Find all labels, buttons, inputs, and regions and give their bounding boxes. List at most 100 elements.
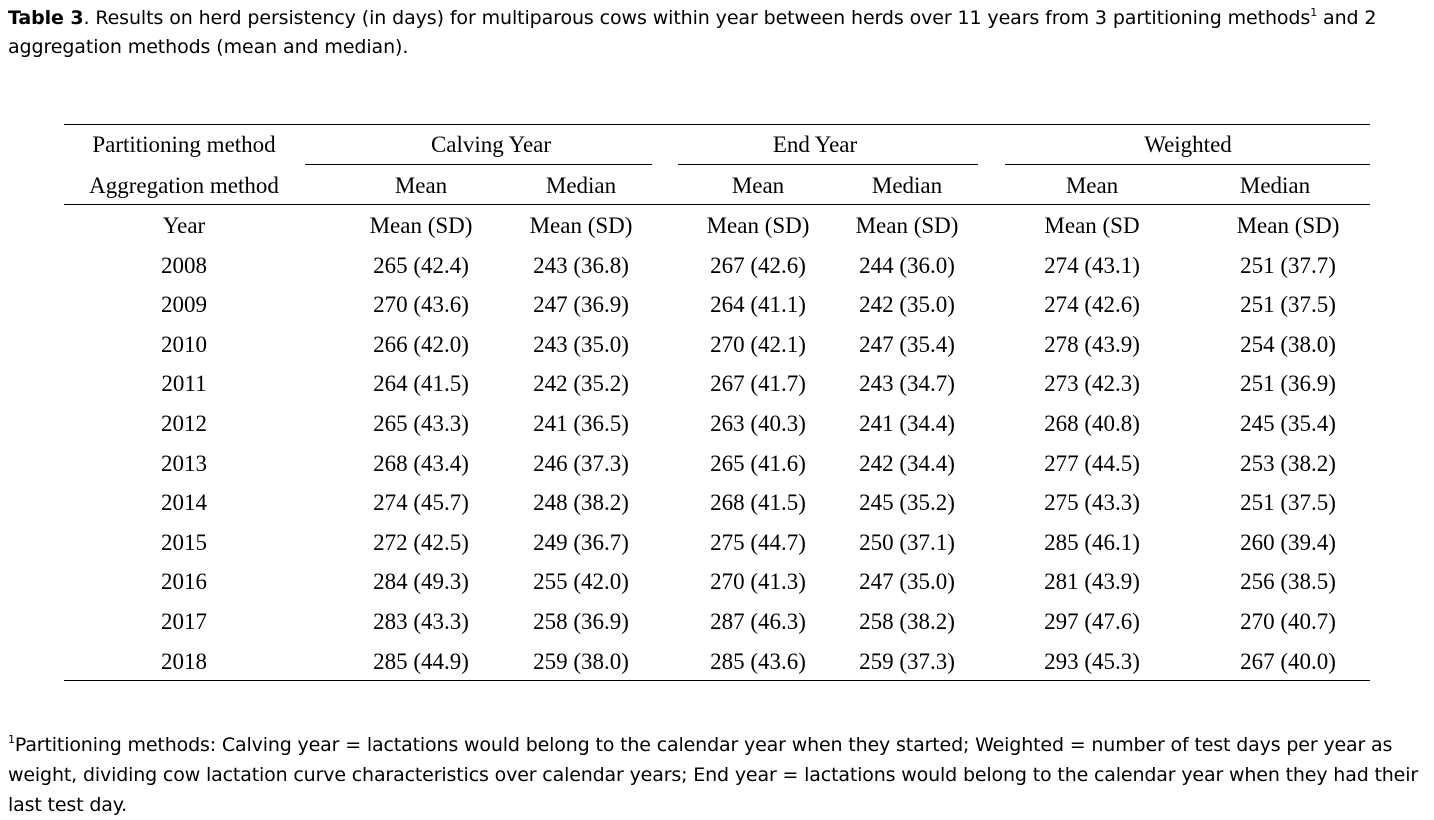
stat-header: Mean (SD) [1236,213,1340,238]
value-cell: 241 (36.5) [533,411,629,436]
value-cell: 283 (43.3) [373,609,469,634]
value-cell: 263 (40.3) [710,411,806,436]
agg-header: Median [871,173,943,198]
value-cell: 243 (34.7) [859,371,955,396]
year-cell: 2013 [161,451,207,476]
table-caption: Table 3. Results on herd persistency (in… [8,4,1432,62]
agg-header: Median [1239,173,1311,198]
value-cell: 245 (35.2) [859,490,955,515]
value-cell: 287 (46.3) [710,609,806,634]
value-cell: 247 (35.4) [859,332,955,357]
value-cell: 264 (41.1) [710,292,806,317]
value-cell: 251 (37.5) [1240,292,1336,317]
value-cell: 270 (42.1) [710,332,806,357]
weighted-underline [1005,164,1370,165]
agg-header: Mean [394,173,448,198]
value-cell: 267 (41.7) [710,371,806,396]
value-cell: 275 (44.7) [710,530,806,555]
value-cell: 265 (41.6) [710,451,806,476]
value-cell: 249 (36.7) [533,530,629,555]
footnote-text: Partitioning methods: Calving year = lac… [8,734,1419,816]
value-cell: 243 (36.8) [533,253,629,278]
value-cell: 251 (37.7) [1240,253,1336,278]
partitioning-method-label: Partitioning method [92,132,276,157]
value-cell: 270 (40.7) [1240,609,1336,634]
year-cell: 2011 [161,371,207,396]
value-cell: 253 (38.2) [1240,451,1336,476]
value-cell: 268 (40.8) [1044,411,1140,436]
year-cell: 2017 [161,609,207,634]
stat-header: Mean (SD) [855,213,959,238]
stat-header: Mean (SD) [529,213,633,238]
value-cell: 285 (44.9) [373,649,469,674]
value-cell: 244 (36.0) [859,253,955,278]
value-cell: 248 (38.2) [533,490,629,515]
value-cell: 247 (36.9) [533,292,629,317]
year-cell: 2008 [161,253,207,278]
value-cell: 250 (37.1) [859,530,955,555]
agg-header: Mean [1065,173,1119,198]
agg-header: Mean [731,173,785,198]
value-cell: 270 (41.3) [710,569,806,594]
value-cell: 260 (39.4) [1240,530,1336,555]
stat-header: Mean (SD [1044,213,1140,238]
caption-footnote-marker: 1 [1310,5,1318,19]
table-label: Table 3 [8,7,84,29]
value-cell: 258 (36.9) [533,609,629,634]
year-cell: 2016 [161,569,207,594]
year-cell: 2010 [161,332,207,357]
value-cell: 281 (43.9) [1044,569,1140,594]
agg-header: Median [545,173,617,198]
value-cell: 265 (43.3) [373,411,469,436]
value-cell: 264 (41.5) [373,371,469,396]
value-cell: 247 (35.0) [859,569,955,594]
table-bottom-rule [64,680,1370,681]
value-cell: 258 (38.2) [859,609,955,634]
value-cell: 246 (37.3) [533,451,629,476]
value-cell: 270 (43.6) [373,292,469,317]
value-cell: 267 (42.6) [710,253,806,278]
results-table: Partitioning method Calving Year End Yea… [64,124,1370,681]
value-cell: 265 (42.4) [373,253,469,278]
value-cell: 242 (35.2) [533,371,629,396]
value-cell: 267 (40.0) [1240,649,1336,674]
header-bottom-rule [64,204,1370,205]
stat-header: Mean (SD) [706,213,810,238]
value-cell: 284 (49.3) [373,569,469,594]
end-year-underline [678,164,978,165]
value-cell: 254 (38.0) [1240,332,1336,357]
group-header-weighted: Weighted [1144,132,1232,157]
group-header-end-year: End Year [772,132,858,157]
value-cell: 297 (47.6) [1044,609,1140,634]
year-header: Year [162,213,206,238]
caption-text-end: and 2 aggregation methods (mean and medi… [8,7,1377,58]
value-cell: 251 (36.9) [1240,371,1336,396]
table-top-rule [64,124,1370,125]
group-header-calving-year: Calving Year [430,132,552,157]
year-cell: 2009 [161,292,207,317]
value-cell: 293 (45.3) [1044,649,1140,674]
value-cell: 268 (41.5) [710,490,806,515]
value-cell: 278 (43.9) [1044,332,1140,357]
value-cell: 256 (38.5) [1240,569,1336,594]
value-cell: 259 (37.3) [859,649,955,674]
value-cell: 255 (42.0) [533,569,629,594]
year-cell: 2012 [161,411,207,436]
value-cell: 268 (43.4) [373,451,469,476]
value-cell: 259 (38.0) [533,649,629,674]
calving-year-underline [305,164,652,165]
value-cell: 274 (45.7) [373,490,469,515]
value-cell: 285 (43.6) [710,649,806,674]
value-cell: 242 (35.0) [859,292,955,317]
value-cell: 242 (34.4) [859,451,955,476]
value-cell: 274 (43.1) [1044,253,1140,278]
value-cell: 274 (42.6) [1044,292,1140,317]
value-cell: 245 (35.4) [1240,411,1336,436]
footnote-marker: 1 [8,732,15,746]
value-cell: 272 (42.5) [373,530,469,555]
caption-text: . Results on herd persistency (in days) … [83,7,1311,29]
value-cell: 266 (42.0) [373,332,469,357]
stat-header: Mean (SD) [369,213,473,238]
value-cell: 241 (34.4) [859,411,955,436]
value-cell: 275 (43.3) [1044,490,1140,515]
